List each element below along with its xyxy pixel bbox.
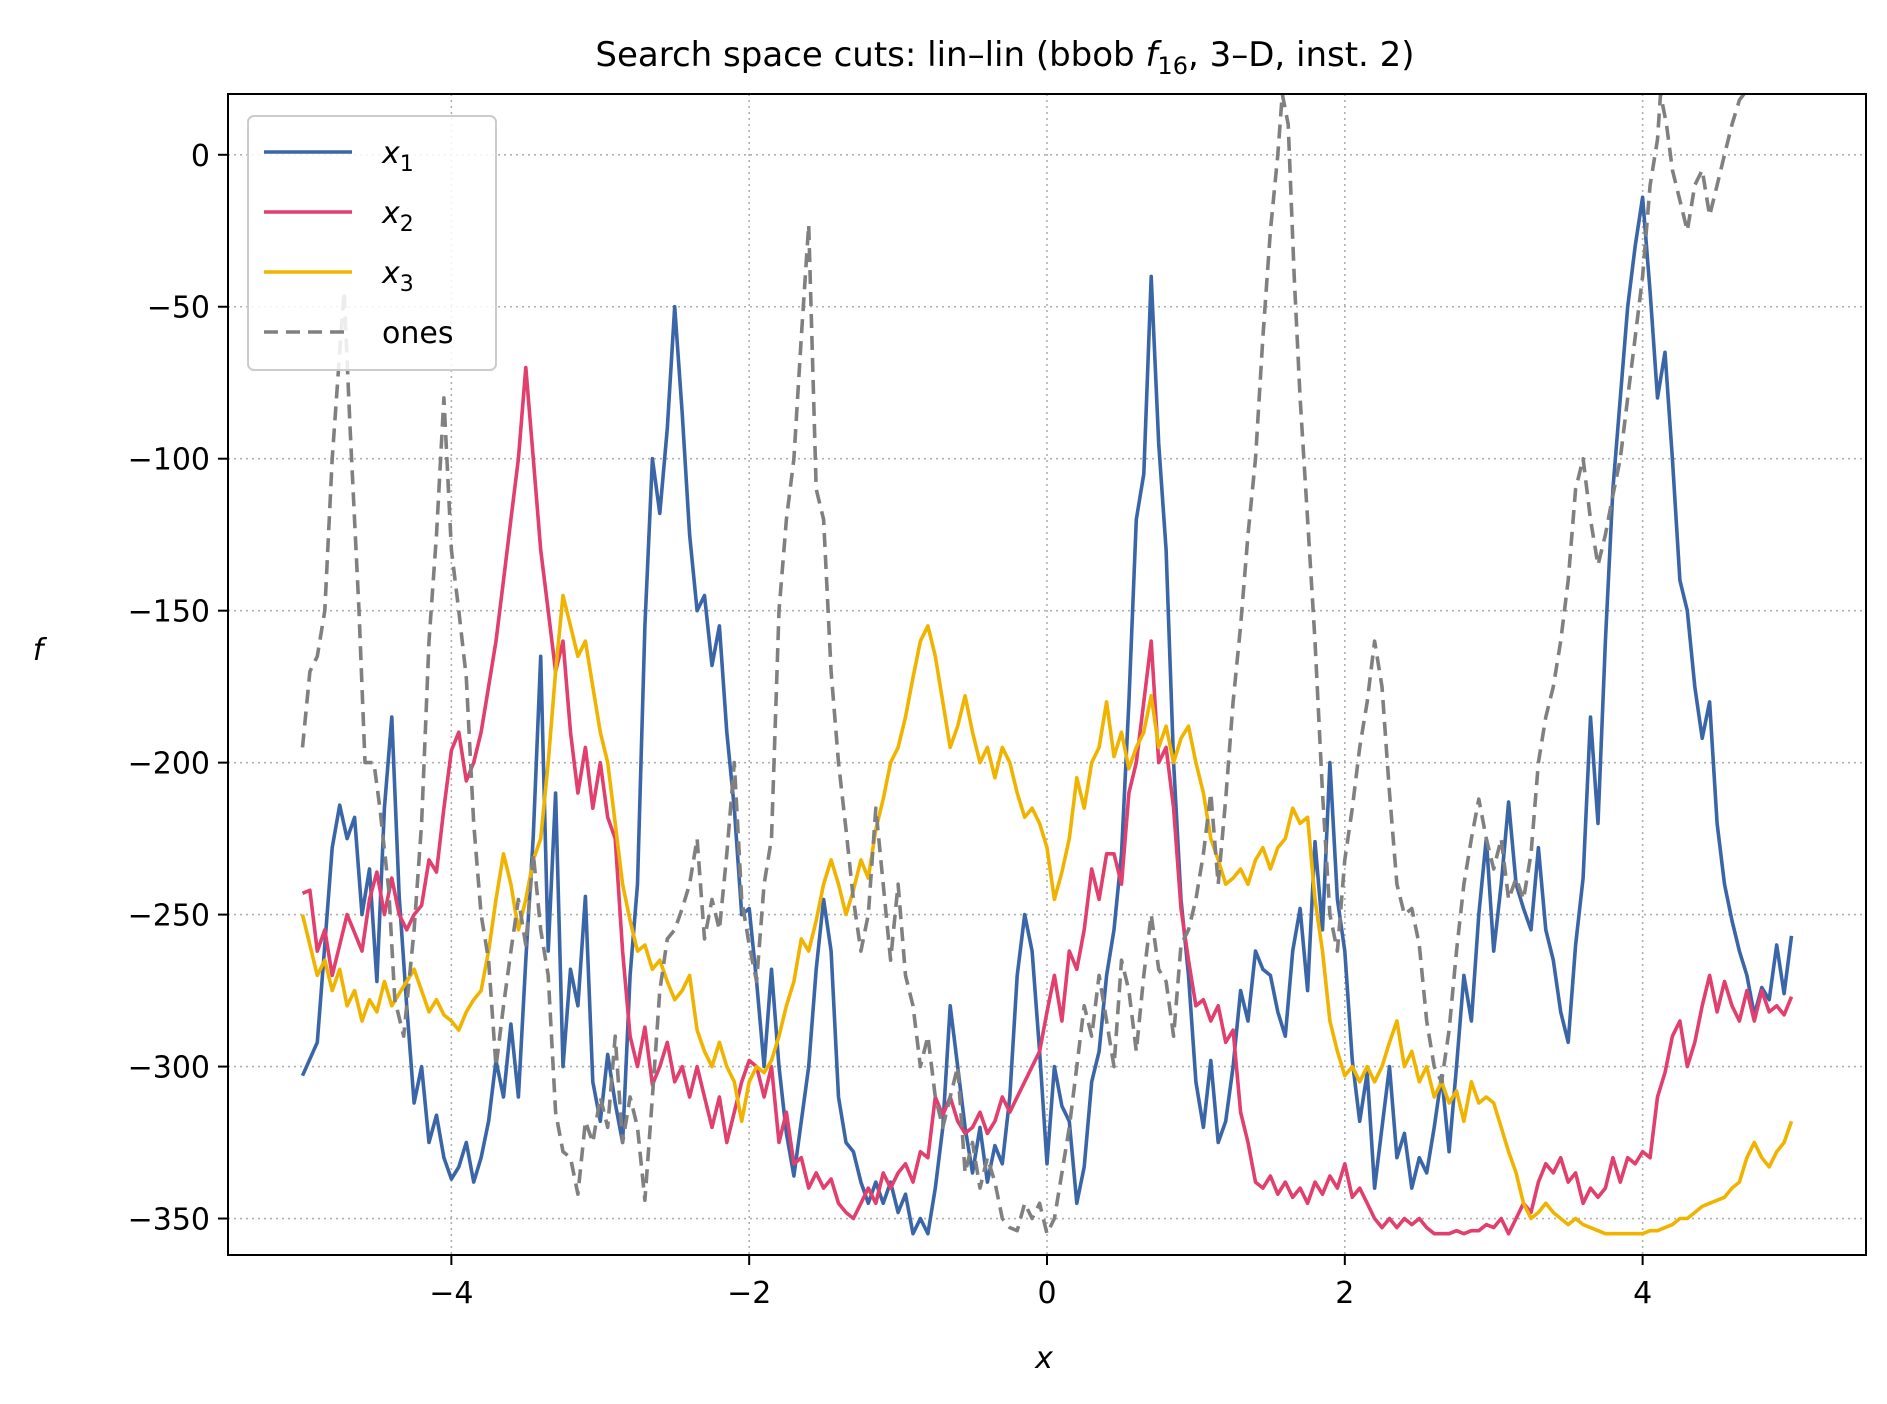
title-prefix: Search space cuts: lin–lin (bbob [595, 35, 1145, 75]
y-tick-label: −150 [128, 595, 210, 630]
chart-title: Search space cuts: lin–lin (bbob f16, 3–… [595, 35, 1414, 80]
title-function-subscript: 16 [1157, 52, 1188, 80]
y-tick-label: −100 [128, 443, 210, 478]
legend-label: x3 [381, 256, 414, 297]
x-tick-label: 2 [1335, 1276, 1354, 1311]
legend: x1 x2 x3 ones [247, 115, 497, 371]
y-tick-label: −300 [128, 1051, 210, 1086]
y-tick-label: −250 [128, 899, 210, 934]
legend-label: x1 [381, 136, 414, 177]
title-suffix: , 3–D, inst. 2) [1188, 35, 1415, 75]
series-line-ones [300, 94, 1746, 1236]
x-axis-label: x [1034, 1341, 1053, 1376]
x-tick-label: −2 [727, 1276, 771, 1311]
series-line-x2 [301, 365, 1794, 1236]
series-line-x3 [300, 593, 1794, 1236]
series-line-x1 [300, 195, 1794, 1236]
x-tick-label: −4 [429, 1276, 473, 1311]
ticks: −4 −2 0 2 4 0 −50 −100 −150 −200 −250 −300 −350 [128, 139, 1653, 1311]
legend-label: x2 [381, 196, 414, 237]
x-tick-label: 4 [1633, 1276, 1652, 1311]
y-tick-label: −200 [128, 747, 210, 782]
x-tick-label: 0 [1037, 1276, 1056, 1311]
legend-label: ones [382, 316, 453, 351]
y-tick-label: −350 [128, 1203, 210, 1238]
y-tick-label: 0 [191, 139, 210, 174]
y-tick-label: −50 [147, 291, 210, 326]
legend-box [247, 115, 497, 371]
